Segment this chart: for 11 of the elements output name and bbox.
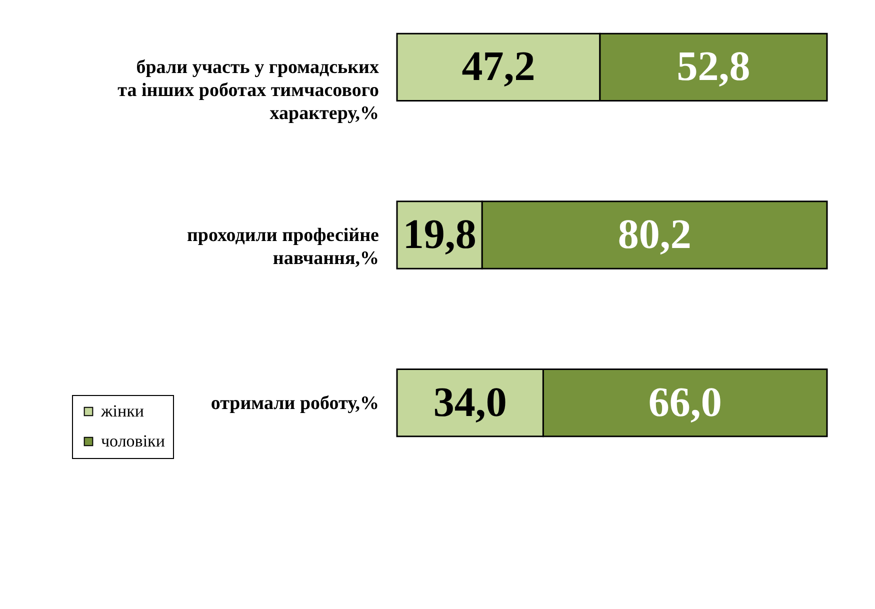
data-label: 52,8 xyxy=(676,44,750,90)
data-label: 34,0 xyxy=(433,380,507,426)
data-label: 47,2 xyxy=(462,44,536,90)
legend-label: чоловіки xyxy=(101,432,165,450)
data-label: 19,8 xyxy=(402,212,476,258)
data-label: 66,0 xyxy=(648,380,722,426)
y-tick-label: проходили професійне навчання,% xyxy=(186,225,379,269)
legend-label: жінки xyxy=(100,402,144,420)
y-tick-label: отримали роботу,% xyxy=(210,392,379,414)
data-label: 80,2 xyxy=(618,212,692,258)
y-tick-label: брали участь у громадських та інших роботах тимчасового характеру,% xyxy=(118,57,380,124)
